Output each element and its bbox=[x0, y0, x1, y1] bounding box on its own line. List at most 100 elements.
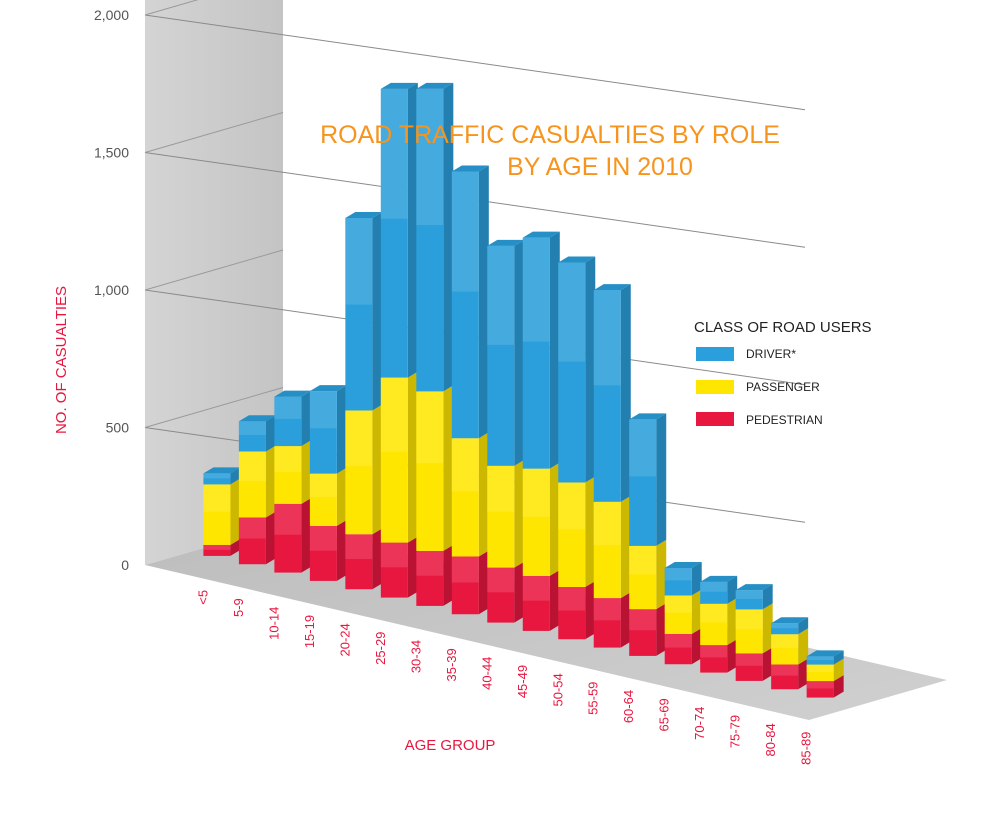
bar-highlight bbox=[664, 595, 692, 613]
x-axis-title: AGE GROUP bbox=[405, 737, 496, 754]
x-tick-label-9: 45-49 bbox=[515, 665, 530, 698]
bar-side bbox=[585, 256, 596, 483]
wall-grid-line-2 bbox=[144, 249, 284, 291]
bar-top bbox=[700, 575, 738, 582]
bar-pedestrian-3 bbox=[309, 519, 347, 581]
bar-passenger-4 bbox=[345, 404, 383, 535]
bar-highlight bbox=[771, 623, 799, 629]
bar-highlight bbox=[664, 634, 692, 648]
bar-side bbox=[549, 569, 560, 631]
bar-highlight bbox=[629, 545, 657, 575]
bar-side bbox=[762, 603, 773, 654]
bar-highlight bbox=[451, 556, 479, 583]
bar-driver-13 bbox=[664, 562, 702, 596]
bar-highlight bbox=[487, 567, 515, 593]
bar-side bbox=[549, 462, 560, 576]
bar-driver-6 bbox=[416, 82, 454, 392]
chart-title-line-1: ROAD TRAFFIC CASUALTIES BY ROLE bbox=[320, 121, 780, 149]
bar-highlight bbox=[771, 634, 799, 648]
bar-highlight bbox=[735, 653, 763, 666]
legend: CLASS OF ROAD USERS DRIVER* PASSENGER PE… bbox=[694, 319, 872, 427]
bar-highlight bbox=[487, 245, 515, 345]
bar-pedestrian-2 bbox=[274, 497, 312, 573]
bar-side bbox=[727, 597, 738, 646]
bar-highlight bbox=[522, 468, 550, 517]
bar-top bbox=[735, 584, 773, 591]
bar-passenger-14 bbox=[700, 597, 738, 646]
bar-highlight bbox=[629, 609, 657, 631]
bar-highlight bbox=[451, 171, 479, 292]
bar-front bbox=[203, 473, 231, 485]
bar-highlight bbox=[700, 645, 728, 658]
bar-top bbox=[416, 82, 454, 89]
bar-highlight bbox=[203, 544, 231, 550]
bar-side bbox=[833, 650, 844, 665]
legend-swatch-pedestrian bbox=[696, 412, 734, 426]
bar-side bbox=[549, 231, 560, 469]
bar-side bbox=[478, 165, 489, 439]
bar-side bbox=[265, 415, 276, 452]
bar-side bbox=[230, 538, 241, 556]
bar-highlight bbox=[274, 396, 302, 419]
bar-side bbox=[585, 581, 596, 640]
bar-driver-10 bbox=[558, 256, 596, 483]
bar-side bbox=[443, 385, 454, 551]
bar-top bbox=[771, 617, 809, 624]
bar-pedestrian-14 bbox=[700, 639, 738, 673]
x-tick-label-8: 40-44 bbox=[479, 657, 494, 690]
y-tick-label-2: 1,000 bbox=[94, 282, 129, 298]
bar-passenger-10 bbox=[558, 476, 596, 587]
bar-highlight bbox=[345, 410, 373, 467]
legend-label-pedestrian: PEDESTRIAN bbox=[746, 413, 823, 427]
bar-driver-14 bbox=[700, 575, 738, 604]
bar-passenger-2 bbox=[274, 440, 312, 504]
x-tick-label-16: 80-84 bbox=[763, 723, 778, 756]
bar-top bbox=[487, 239, 525, 246]
bar-highlight bbox=[629, 419, 657, 477]
x-tick-label-15: 75-79 bbox=[728, 715, 743, 748]
bar-side bbox=[301, 440, 312, 504]
bar-highlight bbox=[416, 88, 444, 226]
bar-side bbox=[656, 603, 667, 656]
bar-highlight bbox=[522, 575, 550, 601]
bar-highlight bbox=[593, 598, 621, 621]
bar-top bbox=[522, 231, 560, 238]
bar-top bbox=[806, 650, 844, 657]
bar-front bbox=[806, 656, 834, 665]
bar-passenger-6 bbox=[416, 385, 454, 551]
bar-driver-15 bbox=[735, 584, 773, 610]
bar-side bbox=[478, 432, 489, 557]
bar-passenger-15 bbox=[735, 603, 773, 654]
legend-label-passenger: PASSENGER bbox=[746, 380, 820, 394]
bar-side bbox=[833, 675, 844, 698]
bar-highlight bbox=[664, 568, 692, 581]
bar-side bbox=[585, 476, 596, 587]
bar-pedestrian-9 bbox=[522, 569, 560, 631]
bar-side bbox=[762, 647, 773, 681]
bar-driver-16 bbox=[771, 617, 809, 635]
bar-front bbox=[203, 544, 231, 556]
y-tick-label-3: 1,500 bbox=[94, 145, 129, 161]
bar-driver-2 bbox=[274, 390, 312, 447]
bar-highlight bbox=[522, 237, 550, 342]
bar-pedestrian-10 bbox=[558, 581, 596, 640]
bar-passenger-9 bbox=[522, 462, 560, 576]
bar-driver-1 bbox=[238, 415, 276, 452]
bar-highlight bbox=[380, 88, 408, 219]
bar-passenger-8 bbox=[487, 459, 525, 568]
bar-side bbox=[727, 639, 738, 673]
x-tick-label-14: 70-74 bbox=[692, 707, 707, 740]
bar-top bbox=[203, 467, 241, 474]
bar-side bbox=[336, 467, 347, 526]
bar-driver-3 bbox=[309, 385, 347, 474]
bar-pedestrian-13 bbox=[664, 628, 702, 665]
bar-highlight bbox=[700, 603, 728, 623]
bar-passenger-0 bbox=[203, 478, 241, 545]
x-tick-label-1: 5-9 bbox=[231, 598, 246, 617]
bar-driver-9 bbox=[522, 231, 560, 469]
bar-driver-17 bbox=[806, 650, 844, 665]
bar-highlight bbox=[806, 664, 834, 673]
bar-passenger-11 bbox=[593, 495, 631, 599]
bar-highlight bbox=[238, 451, 266, 482]
